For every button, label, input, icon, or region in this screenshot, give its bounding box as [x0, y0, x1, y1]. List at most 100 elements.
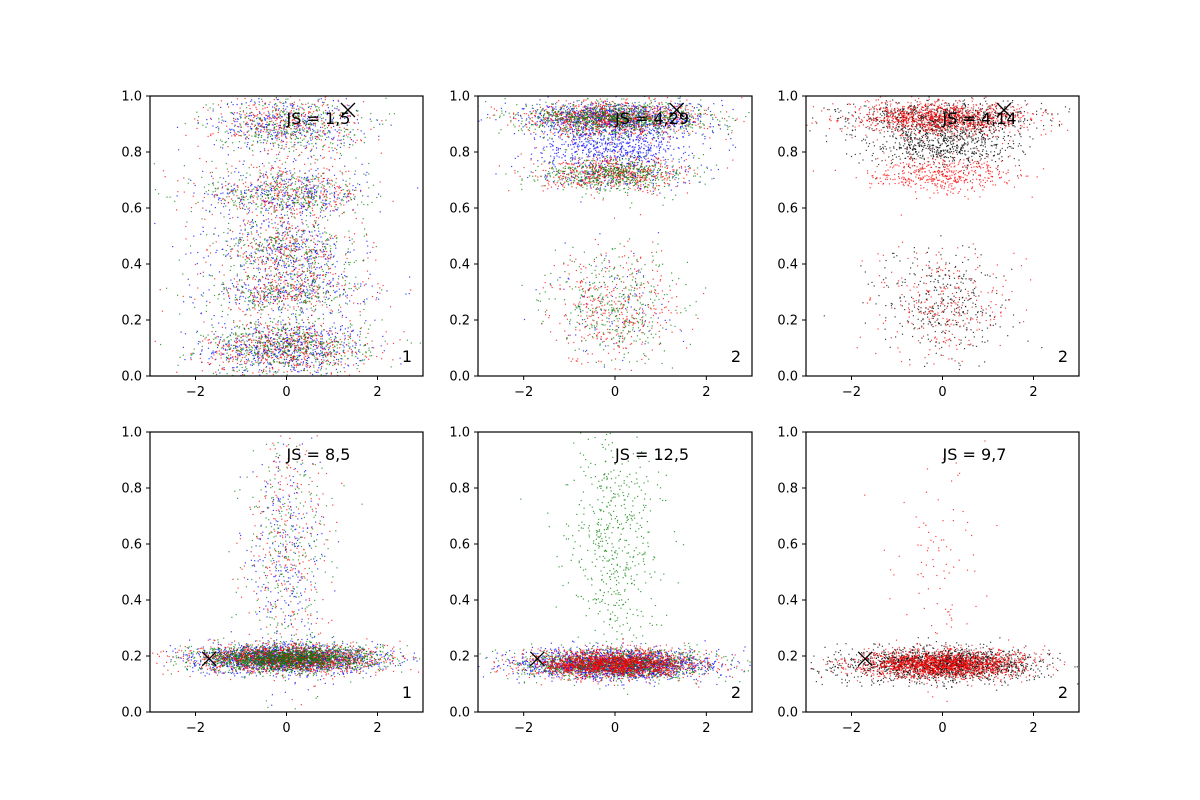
data-point — [324, 250, 326, 253]
data-point — [298, 268, 300, 270]
data-point — [367, 195, 369, 197]
data-point — [244, 243, 246, 246]
data-point — [295, 316, 297, 318]
data-point — [298, 323, 300, 325]
data-point — [205, 209, 207, 211]
data-point — [269, 364, 271, 366]
data-point — [277, 176, 279, 178]
data-point — [245, 138, 247, 140]
data-point — [312, 279, 314, 281]
data-point — [250, 128, 252, 130]
data-point — [341, 273, 343, 275]
data-point — [258, 336, 260, 338]
data-point — [265, 180, 267, 182]
data-point — [201, 176, 203, 178]
data-point — [303, 331, 305, 333]
data-point — [241, 344, 243, 346]
data-point — [248, 138, 250, 140]
data-point — [307, 364, 309, 367]
data-point — [296, 296, 298, 298]
data-point — [318, 300, 320, 302]
data-point — [301, 292, 303, 294]
data-point — [275, 217, 277, 219]
data-point — [256, 166, 258, 169]
data-point — [281, 116, 283, 118]
data-point — [246, 323, 248, 326]
data-point — [263, 139, 265, 141]
data-point — [319, 355, 321, 357]
data-point — [355, 187, 357, 189]
data-point — [286, 333, 288, 335]
data-point — [274, 354, 276, 356]
data-point — [292, 161, 294, 163]
data-point — [330, 157, 332, 159]
data-point — [284, 329, 287, 331]
data-point — [359, 331, 361, 333]
data-point — [303, 115, 305, 117]
data-point — [368, 358, 370, 360]
data-point — [317, 297, 319, 299]
data-point — [260, 249, 262, 251]
subplot-1: −2 0 20.00.20.40.60.81.0JS = 1,51 — [121, 90, 424, 400]
data-point — [310, 135, 312, 137]
data-point — [280, 357, 283, 359]
data-point — [264, 268, 266, 271]
data-point — [268, 302, 270, 304]
data-point — [260, 287, 262, 289]
data-point — [269, 246, 271, 248]
data-point — [317, 334, 319, 336]
data-point — [268, 253, 270, 255]
data-point — [251, 225, 253, 227]
data-point — [312, 176, 314, 178]
data-point — [327, 256, 329, 258]
data-point — [274, 222, 276, 224]
data-point — [281, 173, 283, 175]
data-point — [326, 251, 328, 253]
data-point — [284, 193, 286, 195]
data-point — [303, 206, 305, 208]
data-point — [351, 353, 353, 355]
data-point — [293, 239, 296, 241]
data-point — [307, 191, 309, 193]
data-point — [281, 276, 283, 278]
data-point — [268, 103, 270, 106]
data-point — [277, 177, 279, 180]
data-point — [326, 168, 328, 170]
data-point — [250, 346, 253, 348]
data-point — [354, 285, 356, 287]
data-point — [244, 189, 246, 192]
data-point — [363, 259, 365, 261]
data-point — [281, 291, 284, 293]
data-point — [248, 189, 250, 191]
data-point — [295, 241, 297, 243]
data-point — [289, 272, 291, 275]
data-point — [278, 290, 280, 292]
data-point — [260, 323, 262, 326]
data-point — [264, 201, 266, 204]
data-point — [297, 357, 299, 359]
data-point — [218, 271, 221, 273]
data-point — [334, 206, 336, 208]
data-point — [265, 189, 267, 191]
data-point — [283, 105, 285, 107]
data-point — [379, 292, 381, 294]
data-point — [317, 345, 320, 347]
data-point — [250, 321, 252, 323]
data-point — [283, 297, 285, 299]
data-point — [378, 193, 380, 195]
data-point — [253, 201, 255, 204]
data-point — [309, 191, 312, 193]
data-point — [287, 217, 289, 219]
data-point — [283, 110, 285, 112]
data-point — [236, 275, 238, 277]
data-point — [302, 103, 304, 106]
data-point — [304, 188, 306, 190]
data-point — [323, 254, 325, 256]
data-point — [263, 129, 265, 131]
data-point — [335, 353, 337, 355]
data-point — [273, 211, 275, 213]
data-point — [273, 197, 275, 199]
data-point — [265, 197, 267, 199]
data-point — [159, 289, 161, 291]
data-point — [260, 338, 262, 341]
